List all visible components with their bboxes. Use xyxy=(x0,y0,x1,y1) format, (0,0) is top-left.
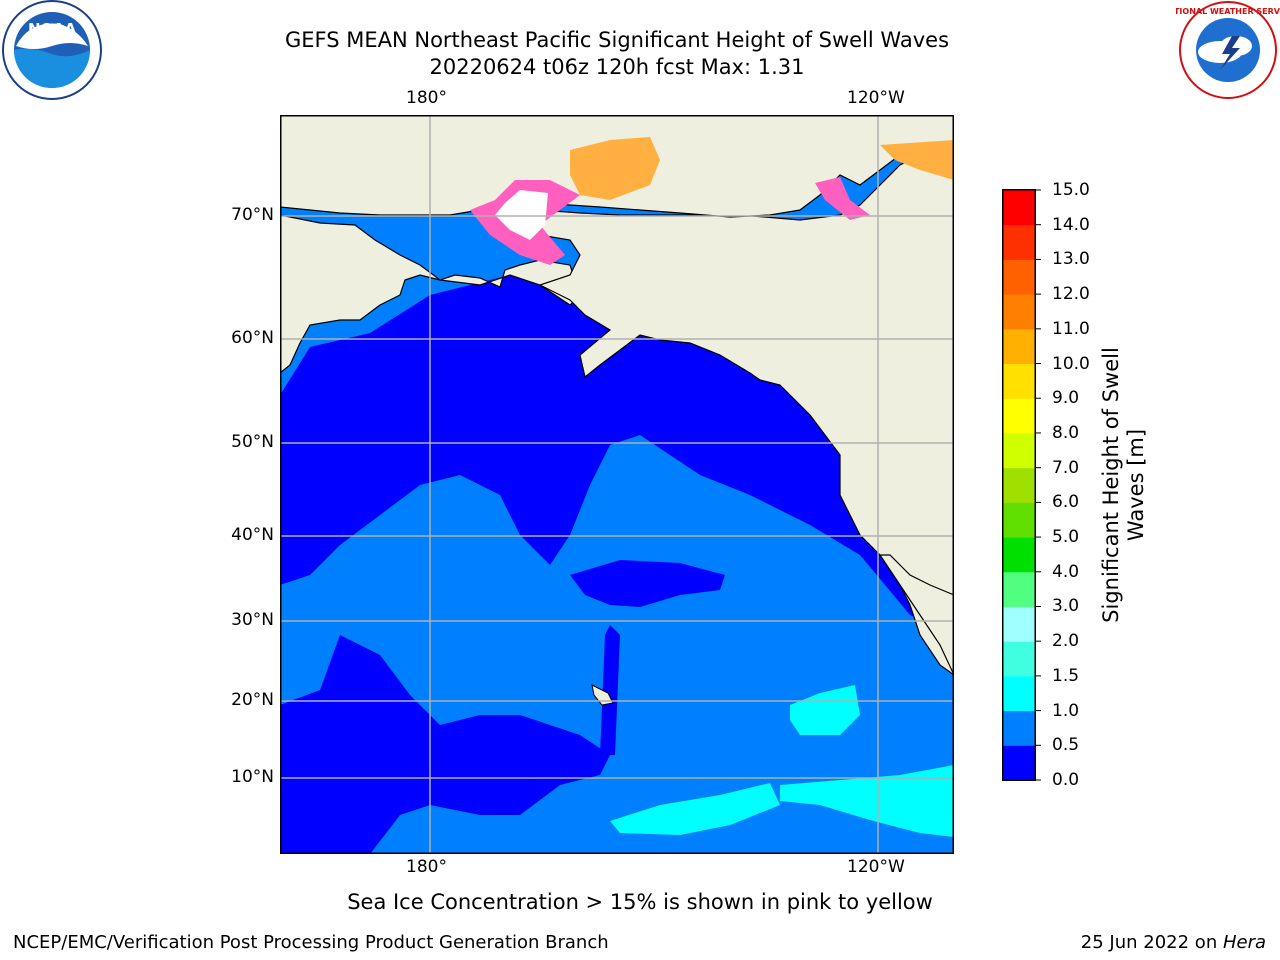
colorbar-tick-label: 11.0 xyxy=(1052,318,1090,339)
lat-label-60n: 60°N xyxy=(231,328,274,348)
colorbar-tick-label: 3.0 xyxy=(1052,596,1080,617)
colorbar-frame xyxy=(1002,189,1036,781)
colorbar-segment xyxy=(1003,745,1035,781)
colorbar-segment xyxy=(1003,537,1035,573)
ocean-high-swell-south-2 xyxy=(780,765,954,837)
lat-label-70n: 70°N xyxy=(231,205,274,225)
lat-label-10n: 10°N xyxy=(231,767,274,787)
sea-ice-note: Sea Ice Concentration > 15% is shown in … xyxy=(347,890,933,914)
ocean-low-swell-channel xyxy=(600,625,620,755)
colorbar-segment xyxy=(1003,190,1035,226)
sea-ice-white-chukchi xyxy=(495,190,548,240)
colorbar-segment xyxy=(1003,224,1035,260)
sea-ice-pink-beaufort xyxy=(815,177,870,220)
lon-label-bottom-120w: 120°W xyxy=(847,857,905,877)
colorbar-segment xyxy=(1003,294,1035,330)
lon-label-top-120w: 120°W xyxy=(847,88,905,108)
lat-label-50n: 50°N xyxy=(231,432,274,452)
colorbar-label: Significant Height of Swell Waves [m] xyxy=(1099,347,1148,623)
land-siberia xyxy=(280,214,581,374)
map-subtitle-run: 20220624 t06z 120h fcst Max: 1.31 xyxy=(429,55,805,79)
ocean-low-swell-south xyxy=(280,635,610,854)
colorbar-tick-label: 14.0 xyxy=(1052,214,1090,235)
colorbar-tick-label: 15.0 xyxy=(1052,180,1090,200)
colorbar-segment xyxy=(1003,398,1035,434)
colorbar-segment xyxy=(1003,432,1035,469)
colorbar-segment xyxy=(1003,328,1035,365)
colorbar-segment xyxy=(1003,675,1035,712)
lat-label-30n: 30°N xyxy=(231,610,274,630)
colorbar-segment xyxy=(1003,363,1035,399)
footer-date: 25 Jun 2022 on Hera xyxy=(1081,932,1266,953)
colorbar-segment xyxy=(1003,641,1035,677)
colorbar-tick-label: 7.0 xyxy=(1052,457,1080,478)
footer-machine: Hera xyxy=(1222,932,1266,953)
colorbar-tick-label: 10.0 xyxy=(1052,353,1090,374)
sea-ice-orange-arctic xyxy=(570,137,660,200)
noaa-logo-text: NOAA xyxy=(28,20,77,38)
colorbar-segment xyxy=(1003,606,1035,642)
colorbar-tick-label: 9.0 xyxy=(1052,388,1080,409)
colorbar-tick-label: 8.0 xyxy=(1052,422,1080,443)
colorbar-segment xyxy=(1003,571,1035,607)
colorbar-tick-label: 12.0 xyxy=(1052,284,1090,305)
noaa-logo-icon: NOAA xyxy=(2,0,102,100)
footer-org: NCEP/EMC/Verification Post Processing Pr… xyxy=(13,932,609,953)
colorbar-tick-label: 4.0 xyxy=(1052,561,1080,582)
colorbar-tick-label: 0.5 xyxy=(1052,735,1080,756)
colorbar-tick-label: 2.0 xyxy=(1052,631,1080,652)
colorbar-segment xyxy=(1003,502,1035,538)
ocean-low-swell-blob xyxy=(570,560,725,607)
map-frame xyxy=(280,115,954,854)
lat-label-40n: 40°N xyxy=(231,525,274,545)
colorbar-segment xyxy=(1003,467,1035,503)
colorbar xyxy=(1002,189,1041,781)
nws-logo-text: NATIONAL WEATHER SERVICE xyxy=(1176,7,1280,16)
colorbar-tick-label: 6.0 xyxy=(1052,492,1080,513)
swell-height-map xyxy=(280,115,954,854)
colorbar-tick-label: 1.0 xyxy=(1052,700,1080,721)
land-hawaii xyxy=(591,684,614,706)
colorbar-segment xyxy=(1003,259,1035,295)
ocean-high-swell-south-1 xyxy=(610,783,780,835)
land-baja-mexico xyxy=(878,554,954,676)
lat-label-20n: 20°N xyxy=(231,690,274,710)
lon-label-bottom-180: 180° xyxy=(406,857,447,877)
lon-label-top-180: 180° xyxy=(406,88,447,108)
colorbar-tick-label: 0.0 xyxy=(1052,770,1080,790)
graticule xyxy=(280,115,954,854)
colorbar-tick-label: 5.0 xyxy=(1052,527,1080,548)
ocean-high-swell-east xyxy=(790,685,860,735)
colorbar-tick-label: 1.5 xyxy=(1052,665,1080,686)
nws-logo-icon: NATIONAL WEATHER SERVICE xyxy=(1176,1,1280,99)
footer-date-text: 25 Jun 2022 on xyxy=(1080,932,1223,953)
sea-ice-orange-canada xyxy=(880,140,954,180)
colorbar-tick-label: 13.0 xyxy=(1052,249,1090,270)
colorbar-segment xyxy=(1003,710,1035,746)
map-title: GEFS MEAN Northeast Pacific Significant … xyxy=(284,28,950,52)
ocean-low-swell-north xyxy=(280,275,954,635)
